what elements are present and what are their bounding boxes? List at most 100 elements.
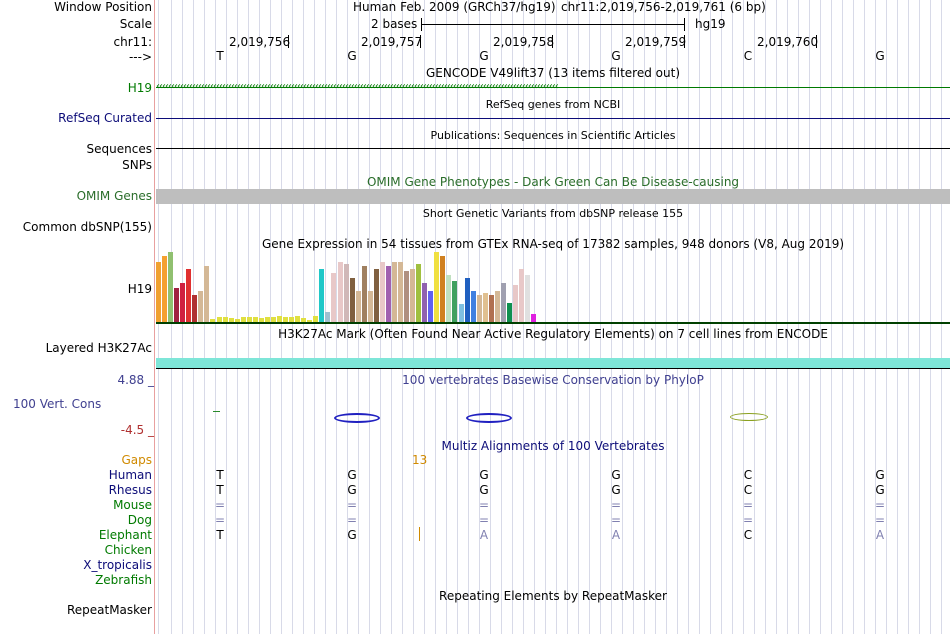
gtex-tissue-bar[interactable] [465, 278, 470, 322]
gtex-tissue-bar[interactable] [410, 269, 415, 322]
gtex-tissue-bar[interactable] [344, 264, 349, 322]
gtex-tissue-bar[interactable] [459, 304, 464, 322]
gtex-tissue-bar[interactable] [283, 317, 288, 322]
species-label-rhesus[interactable]: Rhesus [108, 483, 152, 497]
gtex-tissue-bar[interactable] [331, 273, 336, 322]
gtex-tissue-bar[interactable] [265, 317, 270, 322]
gtex-tissue-bar[interactable] [519, 269, 524, 322]
gencode-gene-line[interactable] [156, 87, 950, 88]
assembly-title[interactable]: Human Feb. 2009 (GRCh37/hg19) [353, 0, 556, 14]
gtex-tissue-bar[interactable] [495, 291, 500, 322]
gtex-tissue-bar[interactable] [392, 262, 397, 322]
gtex-tissue-bar[interactable] [271, 317, 276, 322]
gtex-tissue-bar[interactable] [507, 303, 512, 322]
gtex-tissue-bar[interactable] [386, 266, 391, 322]
gtex-tissue-bar[interactable] [235, 319, 240, 322]
h3k27ac-caption[interactable]: H3K27Ac Mark (Often Found Near Active Re… [278, 327, 828, 341]
gtex-tissue-bar[interactable] [471, 291, 476, 322]
gtex-tissue-bar[interactable] [168, 252, 173, 322]
gtex-bar-chart[interactable] [156, 252, 950, 322]
gtex-tissue-bar[interactable] [223, 317, 228, 322]
gtex-tissue-bar[interactable] [483, 293, 488, 322]
gtex-tissue-bar[interactable] [356, 291, 361, 322]
gtex-tissue-bar[interactable] [531, 314, 536, 322]
gtex-tissue-bar[interactable] [174, 288, 179, 322]
refseq-track-label[interactable]: RefSeq Curated [58, 111, 152, 125]
repeatmasker-track-label[interactable]: RepeatMasker [66, 603, 152, 617]
gtex-tissue-bar[interactable] [180, 283, 185, 322]
omim-track-label[interactable]: OMIM Genes [76, 189, 152, 203]
gtex-tissue-bar[interactable] [307, 320, 312, 322]
dbsnp-caption[interactable]: Short Genetic Variants from dbSNP releas… [422, 207, 684, 220]
gtex-tissue-bar[interactable] [247, 317, 252, 322]
gtex-tissue-bar[interactable] [229, 318, 234, 322]
gtex-track-label[interactable]: H19 [127, 282, 152, 296]
multiz-caption[interactable]: Multiz Alignments of 100 Vertebrates [441, 439, 665, 453]
species-label-x-tropicalis[interactable]: X_tropicalis [83, 558, 152, 572]
gtex-tissue-bar[interactable] [192, 295, 197, 322]
gtex-tissue-bar[interactable] [210, 319, 215, 322]
gtex-tissue-bar[interactable] [325, 312, 330, 322]
gtex-tissue-bar[interactable] [301, 318, 306, 322]
gtex-tissue-bar[interactable] [404, 271, 409, 322]
chrom-label[interactable]: chr11: [113, 35, 152, 49]
gtex-tissue-bar[interactable] [253, 317, 258, 322]
repeatmasker-caption[interactable]: Repeating Elements by RepeatMasker [439, 589, 667, 603]
refseq-caption[interactable]: RefSeq genes from NCBI [485, 98, 621, 111]
publications-label-snps[interactable]: SNPs [122, 158, 152, 172]
gtex-tissue-bar[interactable] [380, 262, 385, 322]
gtex-tissue-bar[interactable] [162, 256, 167, 322]
gtex-tissue-bar[interactable] [350, 278, 355, 322]
gtex-tissue-bar[interactable] [477, 295, 482, 322]
gtex-tissue-bar[interactable] [452, 281, 457, 322]
gtex-tissue-bar[interactable] [156, 262, 161, 322]
gtex-tissue-bar[interactable] [434, 252, 439, 322]
species-label-elephant[interactable]: Elephant [98, 528, 152, 542]
omim-feature-bar[interactable] [156, 189, 950, 204]
gtex-tissue-bar[interactable] [422, 283, 427, 322]
gtex-tissue-bar[interactable] [295, 316, 300, 322]
phylop-caption[interactable]: 100 vertebrates Basewise Conservation by… [402, 373, 704, 387]
gtex-tissue-bar[interactable] [525, 275, 530, 322]
gtex-tissue-bar[interactable] [313, 316, 318, 322]
species-label-zebrafish[interactable]: Zebrafish [95, 573, 152, 587]
refseq-gene-line[interactable] [156, 118, 950, 119]
dbsnp-track-label[interactable]: Common dbSNP(155) [22, 220, 152, 234]
gencode-caption[interactable]: GENCODE V49lift37 (13 items filtered out… [425, 66, 680, 80]
species-label-chicken[interactable]: Chicken [104, 543, 152, 557]
omim-caption[interactable]: OMIM Gene Phenotypes - Dark Green Can Be… [366, 175, 740, 189]
gtex-tissue-bar[interactable] [319, 269, 324, 322]
gtex-caption[interactable]: Gene Expression in 54 tissues from GTEx … [261, 237, 845, 251]
gtex-tissue-bar[interactable] [513, 285, 518, 322]
gtex-tissue-bar[interactable] [186, 269, 191, 322]
gtex-tissue-bar[interactable] [338, 262, 343, 322]
gtex-tissue-bar[interactable] [259, 318, 264, 322]
gtex-tissue-bar[interactable] [416, 264, 421, 322]
gtex-tissue-bar[interactable] [204, 266, 209, 322]
h3k27ac-track-label[interactable]: Layered H3K27Ac [45, 341, 152, 355]
gtex-tissue-bar[interactable] [241, 317, 246, 322]
coordinate-range[interactable]: chr11:2,019,756-2,019,761 (6 bp) [561, 0, 766, 14]
phylop-track-label[interactable]: 100 Vert. Cons [13, 397, 102, 411]
publications-line[interactable] [156, 148, 950, 149]
gtex-tissue-bar[interactable] [398, 262, 403, 322]
gtex-tissue-bar[interactable] [368, 291, 373, 322]
gtex-tissue-bar[interactable] [501, 283, 506, 322]
publications-label-sequences[interactable]: Sequences [86, 142, 152, 156]
gtex-tissue-bar[interactable] [374, 269, 379, 322]
h3k27ac-signal[interactable] [156, 358, 950, 368]
gtex-tissue-bar[interactable] [277, 316, 282, 322]
species-label-dog[interactable]: Dog [127, 513, 152, 527]
gtex-tissue-bar[interactable] [362, 266, 367, 322]
gtex-tissue-bar[interactable] [289, 317, 294, 322]
publications-caption[interactable]: Publications: Sequences in Scientific Ar… [430, 129, 676, 142]
species-label-human[interactable]: Human [108, 468, 152, 482]
gtex-tissue-bar[interactable] [428, 291, 433, 322]
gencode-track-label[interactable]: H19 [127, 81, 152, 95]
gtex-tissue-bar[interactable] [198, 291, 203, 322]
gtex-tissue-bar[interactable] [446, 275, 451, 322]
species-label-mouse[interactable]: Mouse [113, 498, 152, 512]
gtex-tissue-bar[interactable] [217, 317, 222, 322]
gtex-tissue-bar[interactable] [489, 295, 494, 322]
